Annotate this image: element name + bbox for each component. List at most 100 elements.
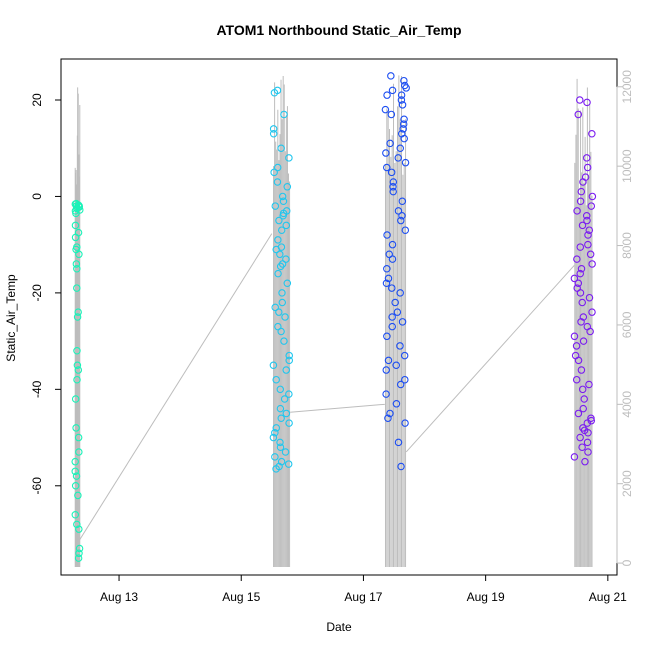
data-point <box>400 115 408 124</box>
data-point <box>394 438 403 447</box>
data-point <box>577 265 586 273</box>
y2-tick-label: 0 <box>620 559 634 566</box>
data-point <box>584 231 592 239</box>
data-point <box>388 284 396 292</box>
y-tick-label: -20 <box>30 284 44 302</box>
data-point <box>279 197 288 206</box>
data-point <box>583 322 592 331</box>
data-point <box>578 385 587 394</box>
data-point <box>401 226 410 234</box>
data-point <box>583 216 591 225</box>
data-point <box>382 149 390 157</box>
data-point <box>73 361 82 369</box>
data-point <box>585 380 593 389</box>
data-point <box>384 274 393 283</box>
data-point <box>277 327 285 336</box>
x-tick-label: Aug 13 <box>100 590 138 604</box>
data-point <box>281 448 290 456</box>
data-point <box>275 308 283 316</box>
data-point <box>274 236 282 244</box>
data-point <box>285 356 294 365</box>
data-point <box>271 303 279 312</box>
data-point <box>583 98 591 107</box>
data-point <box>577 187 586 196</box>
data-point <box>383 265 391 273</box>
data-point <box>281 313 289 321</box>
data-point <box>388 313 396 321</box>
data-point <box>392 400 401 408</box>
data-point <box>587 202 596 210</box>
data-point <box>271 428 279 437</box>
data-point <box>282 366 291 374</box>
data-point <box>389 183 397 191</box>
data-point <box>75 250 83 259</box>
data-point <box>397 216 405 225</box>
data-point <box>72 472 81 480</box>
data-point <box>579 404 588 413</box>
data-point <box>71 233 80 242</box>
data-point <box>387 110 396 119</box>
data-point <box>277 144 285 152</box>
data-point <box>71 467 79 476</box>
data-point <box>280 110 288 119</box>
data-point <box>401 158 410 167</box>
altitude-layer <box>74 75 593 568</box>
data-point <box>574 110 583 119</box>
data-point <box>580 426 589 435</box>
data-point <box>72 424 80 432</box>
data-point <box>387 72 395 80</box>
data-point <box>399 125 407 133</box>
data-point <box>583 419 592 427</box>
altitude-connector <box>405 265 575 453</box>
y2-tick-label: 6000 <box>620 311 634 338</box>
data-point <box>383 231 391 239</box>
data-point <box>269 125 278 133</box>
data-point <box>73 313 82 321</box>
data-point <box>583 154 591 162</box>
data-point <box>574 409 583 418</box>
data-point <box>277 226 286 234</box>
y-tick-label: 20 <box>30 93 44 107</box>
data-point <box>270 89 279 97</box>
data-point <box>573 284 581 292</box>
data-point <box>74 491 82 500</box>
data-point <box>74 308 82 316</box>
data-point <box>276 404 285 413</box>
data-point <box>278 260 287 268</box>
data-point <box>578 221 587 230</box>
data-point <box>396 380 405 389</box>
data-point <box>280 337 288 345</box>
x-tick-label: Aug 19 <box>467 590 505 604</box>
data-point <box>579 337 588 345</box>
y2-tick-label: 10000 <box>620 149 634 183</box>
y2-tick-label: 4000 <box>620 391 634 418</box>
chart-title: ATOM1 Northbound Static_Air_Temp <box>216 22 461 38</box>
data-point <box>278 192 287 201</box>
data-point <box>75 448 83 456</box>
data-point <box>384 356 393 365</box>
data-point <box>73 284 81 292</box>
data-point <box>576 197 585 206</box>
data-point <box>382 390 390 398</box>
data-point <box>389 187 397 196</box>
data-point <box>588 129 596 138</box>
data-point <box>278 289 286 297</box>
data-point <box>74 554 83 562</box>
data-point <box>574 279 583 287</box>
data-point <box>71 510 80 519</box>
data-point <box>284 460 293 468</box>
y-tick-label: 0 <box>30 193 44 200</box>
data-point <box>396 144 404 152</box>
data-point <box>73 243 81 251</box>
data-point <box>276 385 285 394</box>
data-point <box>388 322 396 331</box>
data-point <box>276 443 285 451</box>
data-point <box>381 105 390 114</box>
data-point <box>75 525 83 533</box>
data-point <box>276 250 284 259</box>
x-tick-label: Aug 17 <box>344 590 382 604</box>
data-point <box>588 308 596 316</box>
axes-layer: Aug 13 Aug 15 Aug 17 Aug 19 Aug 21 -60 -40 -20 0… <box>30 70 634 604</box>
data-point <box>391 298 399 307</box>
data-point <box>573 207 581 215</box>
